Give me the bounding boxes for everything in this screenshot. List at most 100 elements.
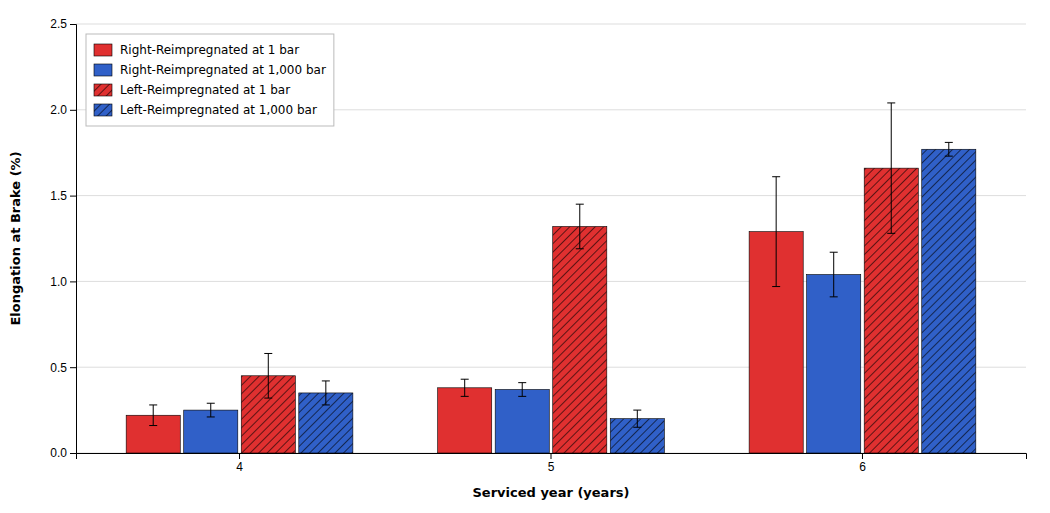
y-tick-label: 0.5 (50, 361, 67, 375)
error-bar-stem (776, 177, 777, 287)
error-bar (576, 204, 584, 249)
error-bar-cap (633, 427, 641, 428)
error-bar-stem (522, 383, 523, 397)
y-tick-mark (70, 367, 76, 368)
y-axis-title: Elongation at Brake (%) (8, 151, 23, 325)
error-bar-cap (149, 425, 157, 426)
error-bar (461, 379, 469, 396)
error-bar (149, 405, 157, 426)
error-bar-cap (830, 252, 838, 253)
error-bar-cap (461, 379, 469, 380)
y-tick: 2.0 (50, 103, 76, 117)
legend-frame (86, 34, 334, 126)
legend: Right-Reimpregnated at 1 bar Right-Reimpr… (86, 34, 334, 126)
series (184, 252, 861, 453)
error-bar-cap (518, 382, 526, 383)
y-tick-mark (70, 281, 76, 282)
y-tick-mark (70, 110, 76, 111)
x-tick-label: 4 (236, 460, 243, 474)
legend-item: Left-Reimpregnated at 1,000 bar (94, 103, 317, 117)
error-bar (633, 410, 641, 427)
error-bar (945, 142, 953, 156)
y-tick-label: 1.5 (50, 189, 67, 203)
y-tick: 0.0 (50, 446, 76, 460)
error-bar (830, 252, 838, 297)
legend-item: Right-Reimpregnated at 1 bar (94, 43, 299, 57)
error-bar (207, 403, 215, 417)
x-tick: 6 (859, 453, 866, 474)
error-bar-cap (830, 296, 838, 297)
y-tick: 2.5 (50, 17, 76, 31)
y-tick-mark (70, 453, 76, 454)
error-bar-cap (518, 396, 526, 397)
y-tick-label: 2.5 (50, 17, 67, 31)
x-tick-label: 6 (859, 460, 866, 474)
error-bar-cap (887, 102, 895, 103)
bar (184, 410, 238, 453)
legend-label: Right-Reimpregnated at 1,000 bar (120, 63, 326, 77)
error-bar-stem (833, 252, 834, 297)
series (126, 177, 803, 453)
bar (807, 275, 861, 453)
error-bar-stem (579, 204, 580, 249)
error-bar-cap (576, 204, 584, 205)
legend-swatch (94, 44, 112, 56)
legend-swatch (94, 64, 112, 76)
error-bar-cap (772, 286, 780, 287)
error-bar-cap (945, 156, 953, 157)
x-axis-title: Serviced year (years) (473, 485, 630, 500)
chart: 0.0 0.5 1.0 1.5 2.0 2.5 4 5 6 Right-Reimpregnated… (0, 0, 1050, 513)
x-tick-label: 5 (548, 460, 555, 474)
error-bar-cap (461, 396, 469, 397)
legend-item: Left-Reimpregnated at 1 bar (94, 83, 290, 97)
error-bar (518, 383, 526, 397)
legend-label: Left-Reimpregnated at 1 bar (120, 83, 290, 97)
y-tick-label: 2.0 (50, 103, 67, 117)
error-bar-cap (207, 403, 215, 404)
error-bar-stem (891, 103, 892, 233)
x-tick-mark (239, 453, 240, 459)
bar (553, 226, 607, 453)
error-bar (887, 103, 895, 233)
error-bar-stem (325, 381, 326, 405)
error-bar-cap (264, 353, 272, 354)
legend-swatch (94, 104, 112, 116)
error-bar-cap (945, 142, 953, 143)
x-axis: 4 5 6 (77, 453, 1027, 474)
error-bar-cap (149, 404, 157, 405)
error-bar (264, 353, 272, 398)
grid (76, 24, 1026, 453)
error-bar-cap (772, 176, 780, 177)
error-bar-cap (887, 233, 895, 234)
error-bar-stem (637, 410, 638, 427)
y-tick-label: 1.0 (50, 275, 67, 289)
error-bar (322, 381, 330, 405)
x-tick-mark (862, 453, 863, 459)
error-bar-cap (576, 248, 584, 249)
error-bar-stem (210, 403, 211, 417)
y-tick-label: 0.0 (50, 446, 67, 460)
legend-swatch (94, 84, 112, 96)
error-bar-cap (633, 410, 641, 411)
bar (922, 149, 976, 453)
bar (438, 388, 492, 453)
bars (126, 103, 976, 453)
axis-line (77, 454, 1027, 460)
x-tick: 4 (236, 453, 243, 474)
plot: 0.0 0.5 1.0 1.5 2.0 2.5 4 5 6 Right-Reimpregnated… (50, 17, 1026, 473)
x-tick: 5 (548, 453, 555, 474)
error-bar-stem (948, 142, 949, 156)
bar (495, 390, 549, 453)
error-bar-cap (322, 404, 330, 405)
y-tick: 1.5 (50, 189, 76, 203)
error-bar (772, 177, 780, 287)
error-bar-cap (207, 416, 215, 417)
series (241, 103, 918, 453)
error-bar-cap (322, 380, 330, 381)
y-axis: 0.0 0.5 1.0 1.5 2.0 2.5 (50, 17, 76, 460)
error-bar-stem (464, 379, 465, 396)
series (299, 142, 976, 453)
error-bar-cap (264, 398, 272, 399)
y-tick: 1.0 (50, 275, 76, 289)
axis-line (70, 25, 77, 454)
